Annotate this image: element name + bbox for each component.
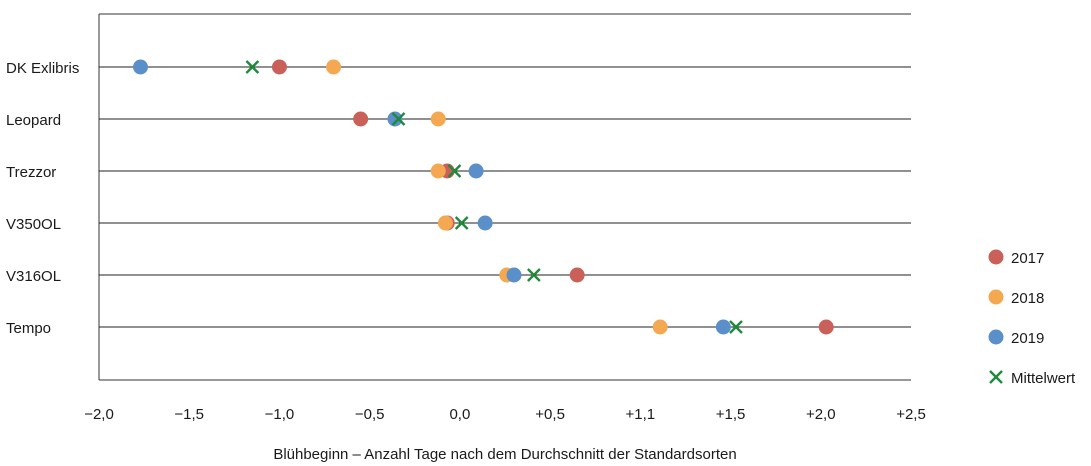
point-2017 (818, 319, 834, 335)
x-tick-label: +1,5 (716, 406, 746, 423)
point-2019 (506, 267, 522, 283)
legend-marker-2017 (988, 249, 1004, 265)
legend-marker-2018 (988, 289, 1004, 305)
point-2018 (326, 59, 342, 75)
legend-label: 2019 (1011, 330, 1044, 347)
x-tick-label: +2,0 (806, 406, 836, 423)
category-label: V316OL (6, 268, 61, 285)
point-Mittelwert (729, 320, 743, 334)
x-tick-labels: −2,0 −1,5 −1,0 −0,5 0,0 +0,5 +1,1 +1,5 +2,0 +2,5 (84, 406, 926, 423)
x-tick-label: 0,0 (449, 406, 470, 423)
x-marker-stroke (527, 268, 541, 282)
legend-label: 2018 (1011, 290, 1044, 307)
legend-marker-2019 (988, 329, 1004, 345)
point-2019 (133, 59, 149, 75)
point-Mittelwert (527, 268, 541, 282)
point-Mittelwert (245, 60, 260, 74)
category-lines (99, 66, 911, 328)
category-label: DK Exlibris (6, 60, 79, 77)
x-marker-stroke (454, 216, 469, 230)
legend-label: 2017 (1011, 250, 1044, 267)
point-Mittelwert (454, 216, 469, 230)
point-2017 (271, 59, 287, 75)
point-2017 (569, 267, 585, 283)
x-marker-stroke (245, 60, 260, 74)
category-label: Trezzor (6, 164, 56, 181)
point-2018 (652, 319, 668, 335)
point-2019 (477, 215, 493, 231)
x-tick-label: +1,1 (626, 406, 656, 423)
category-label: V350OL (6, 216, 61, 233)
x-marker-stroke (391, 112, 406, 126)
legend-marker-stroke (989, 370, 1003, 384)
point-2018 (430, 111, 446, 127)
x-tick-label: +0,5 (535, 406, 565, 423)
x-tick-label: −1,5 (174, 406, 204, 423)
point-Mittelwert (391, 112, 406, 126)
x-marker-stroke (447, 164, 462, 178)
x-tick-label: −2,0 (84, 406, 114, 423)
x-tick-label: −1,0 (265, 406, 295, 423)
x-axis-label: Blühbeginn – Anzahl Tage nach dem Durchs… (273, 446, 736, 463)
point-Mittelwert (447, 164, 462, 178)
x-marker-stroke (729, 320, 743, 334)
category-label: Leopard (6, 112, 61, 129)
category-label: Tempo (6, 320, 51, 337)
legend: 2017 2018 2019 Mittelwert (988, 249, 1076, 387)
plot-frame (98, 13, 911, 381)
point-2019 (468, 163, 484, 179)
category-labels: DK Exlibris Leopard Trezzor V350OL V316OL Tem… (6, 60, 79, 337)
point-2018 (437, 215, 453, 231)
point-2017 (353, 111, 369, 127)
point-2019 (715, 319, 731, 335)
x-tick-label: −0,5 (355, 406, 385, 423)
legend-label: Mittelwert (1011, 370, 1076, 387)
point-2018 (430, 163, 446, 179)
x-tick-label: +2,5 (896, 406, 926, 423)
data-markers (133, 59, 834, 335)
point-2019 (387, 111, 403, 127)
